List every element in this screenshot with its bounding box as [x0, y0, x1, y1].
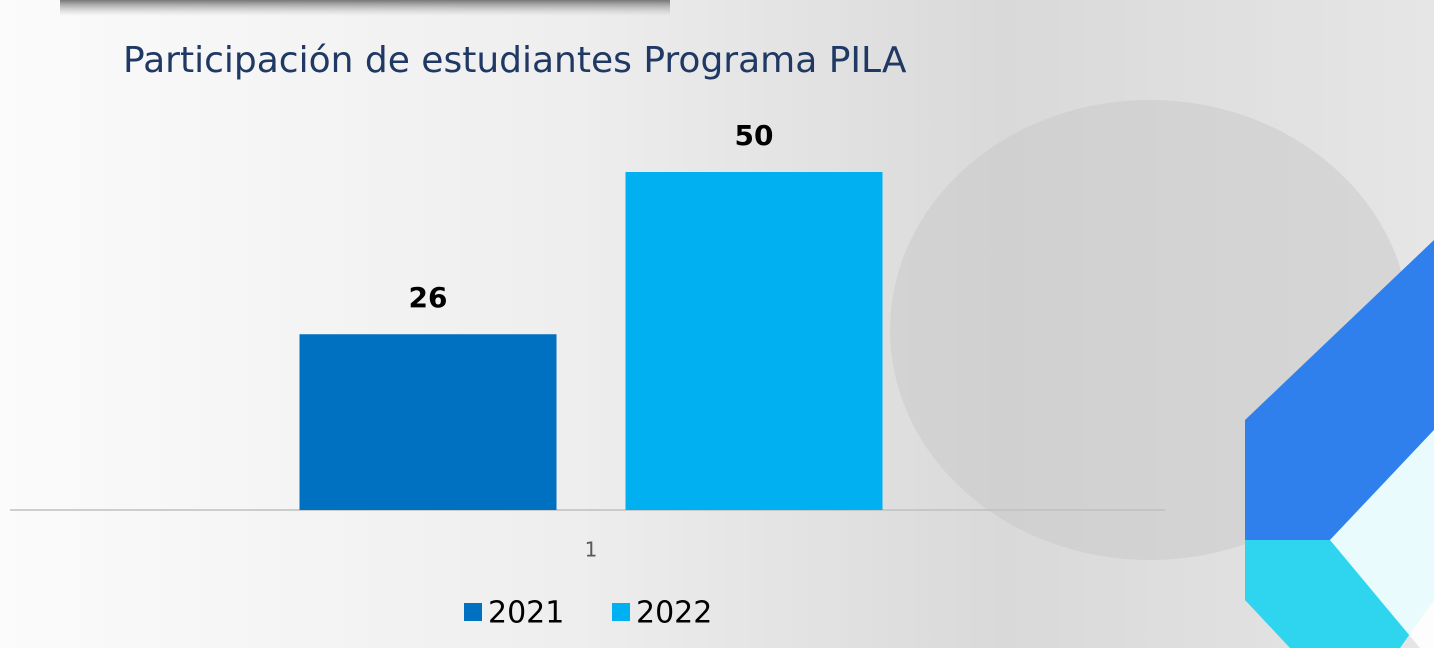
legend-swatch: [464, 603, 482, 621]
bar: [626, 172, 883, 510]
legend-swatch: [612, 603, 630, 621]
header-shadow: [60, 0, 670, 16]
x-tick-label: 1: [585, 538, 598, 562]
slide: Participación de estudiantes Programa PI…: [0, 0, 1434, 648]
data-label: 26: [409, 281, 448, 314]
legend-label: 2022: [636, 596, 712, 631]
legend-label: 2021: [488, 596, 564, 631]
chart-title: Participación de estudiantes Programa PI…: [123, 40, 907, 81]
data-label: 50: [735, 119, 774, 152]
bar: [300, 334, 557, 510]
